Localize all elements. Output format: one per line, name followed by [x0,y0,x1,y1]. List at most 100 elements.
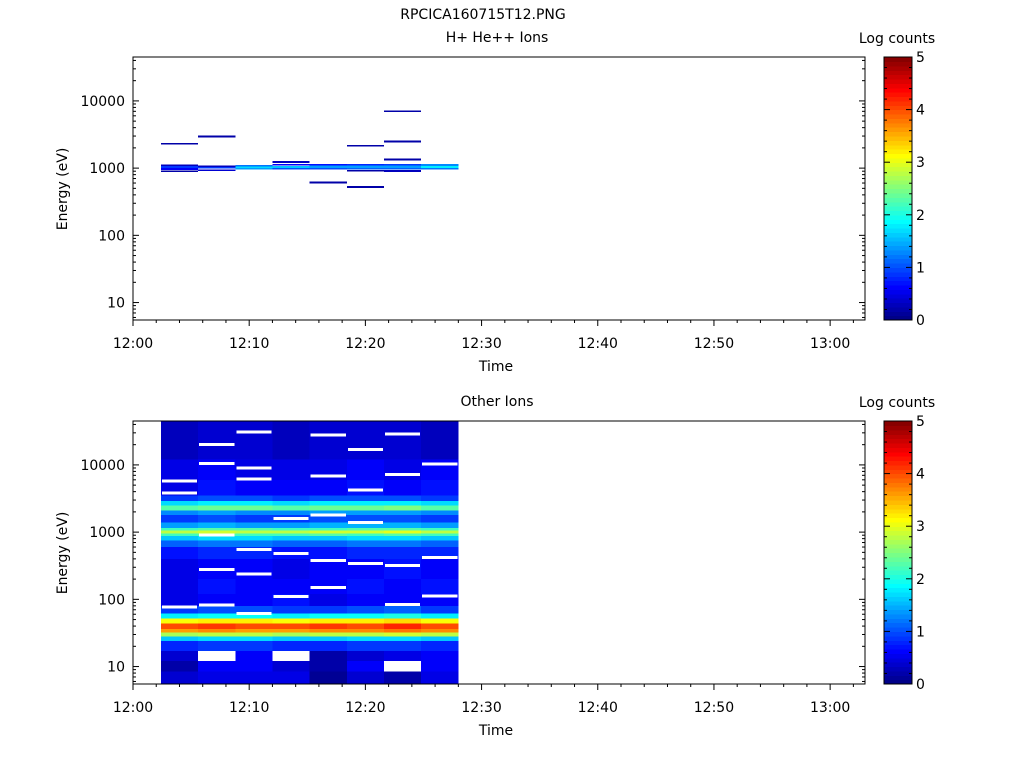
spectrogram-cell [383,495,422,502]
spectrogram-cell [160,618,199,624]
spectrogram-cell [160,528,199,531]
spectrogram-cell [198,640,236,652]
spectrogram-cells [160,110,459,188]
spectrogram-cell [160,164,199,166]
colorbar-swatch [884,552,912,558]
colorbar-swatch [884,613,912,619]
spectrogram-cell [383,140,422,143]
spectrogram-cell [309,165,347,168]
spectrogram-cell [235,165,273,167]
colorbar-swatch [884,214,912,220]
spectrogram-cell [160,522,199,529]
spectrogram-cell [309,558,347,580]
spectrogram-cell [421,651,459,662]
spectrogram-cell [160,501,199,506]
spectrogram-cell [160,533,199,536]
colorbar-swatch [884,438,912,444]
spectrogram-cell [309,505,347,511]
spectrogram-cell [346,165,384,168]
spectrogram-cell [383,505,422,511]
spectrogram-cell [235,535,273,541]
spectrogram-cell [421,505,459,511]
spectrogram-cell [383,661,422,672]
x-tick-label: 12:50 [694,336,734,352]
spectrogram-cell [235,579,273,595]
spectrogram-cell [272,510,310,515]
spectrogram-cell [198,671,236,684]
spectrogram-cell [383,671,422,684]
spectrogram-cell [421,636,459,641]
spectrogram-cell [346,185,384,188]
spectrogram-cell [421,164,459,166]
spectrogram-cell [346,629,384,633]
empty-bin [236,572,272,576]
spectrogram-cell [160,632,199,637]
spectrogram-cell [346,651,384,662]
spectrogram-cell [160,495,199,502]
spectrogram-cell [383,158,422,161]
y-tick-label: 10 [107,296,125,312]
spectrogram-cell [235,547,273,559]
colorbar-swatch [884,429,912,435]
colorbar-tick-label: 2 [916,572,925,588]
spectrogram-cell [346,579,384,595]
spectrogram-cell [346,533,384,536]
spectrogram-cell [198,166,236,169]
colorbar-swatch [884,679,912,685]
spectrogram-cell [160,514,199,523]
spectrogram-cell [272,605,310,614]
spectrogram-cell [235,166,273,168]
spectrogram-cell [309,514,347,523]
spectrogram-cell [160,170,199,173]
spectrogram-cell [421,495,459,502]
colorbar-swatch [884,627,912,632]
colorbar-swatch [884,631,912,637]
spectrogram-cell [309,618,347,624]
spectrogram-cell [235,505,273,511]
colorbar-swatch [884,517,912,523]
spectrogram-cell [198,579,236,595]
colorbar-swatch [884,578,912,584]
spectrogram-cell [198,514,236,523]
y-tick-label: 10 [107,660,125,676]
spectrogram-cell [421,547,459,559]
spectrogram-cell [421,533,459,536]
spectrogram-cell [309,594,347,606]
spectrogram-cell [235,510,273,515]
x-tick-label: 13:00 [810,700,850,716]
spectrogram-cell [198,594,236,606]
spectrogram-cell [198,479,236,496]
spectrogram-cell [272,167,310,170]
y-tick-label: 10000 [80,94,125,110]
spectrogram-cell [383,558,422,580]
spectrogram-cell [198,528,236,531]
spectrogram-cell [383,510,422,515]
spectrogram-cell [198,613,236,619]
spectrogram-cell [272,495,310,502]
spectrogram-cell [383,533,422,536]
spectrogram-cell [235,522,273,529]
empty-bin [236,548,272,552]
empty-bin [422,462,458,466]
spectrogram-cell [272,501,310,506]
spectrogram-cell [272,522,310,529]
colorbar-swatch [884,561,912,567]
colorbar-swatch [884,179,912,185]
spectrogram-cell [383,547,422,559]
spectrogram-cell [272,651,310,662]
spectrogram-cell [346,613,384,619]
spectrogram-cell [421,501,459,506]
colorbar-swatch [884,548,912,554]
spectrogram-cell [383,632,422,637]
panel-title: H+ He++ Ions [446,30,549,46]
spectrogram-cell [421,613,459,619]
spectrogram-cell [383,163,422,166]
y-axis-label: Energy (eV) [55,512,71,595]
x-tick-label: 12:10 [229,700,269,716]
empty-bin [236,466,272,470]
y-tick-label: 1000 [89,161,125,177]
colorbar-swatch [884,65,912,71]
empty-bin [422,594,458,598]
colorbar-swatch [884,96,912,102]
